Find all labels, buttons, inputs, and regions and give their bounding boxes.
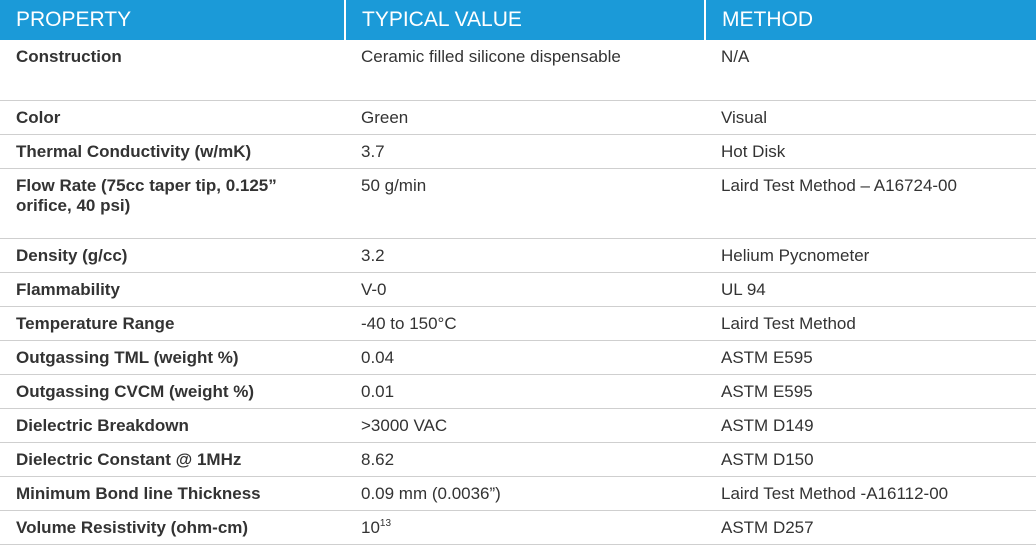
property-cell: Outgassing CVCM (weight %) [0, 374, 345, 409]
property-cell: Flow Rate (75cc taper tip, 0.125” orific… [0, 168, 345, 239]
table-row: Volume Resistivity (ohm-cm) 1013 ASTM D257 [0, 510, 1036, 545]
value-cell: Ceramic filled silicone dispensable [345, 40, 705, 101]
table-header: PROPERTY TYPICAL VALUE METHOD [0, 0, 1036, 40]
header-row: PROPERTY TYPICAL VALUE METHOD [0, 0, 1036, 40]
method-cell: UL 94 [705, 272, 1036, 307]
property-cell: Flammability [0, 272, 345, 307]
value-cell: 3.7 [345, 134, 705, 169]
header-cell: METHOD [704, 0, 1036, 40]
method-cell: Hot Disk [705, 134, 1036, 169]
property-cell: Color [0, 100, 345, 135]
table-row: Dielectric Breakdown >3000 VAC ASTM D149 [0, 408, 1036, 443]
method-cell: ASTM E595 [705, 340, 1036, 375]
value-cell: 50 g/min [345, 168, 705, 239]
value-cell: 0.09 mm (0.0036”) [345, 476, 705, 511]
method-cell: ASTM D149 [705, 408, 1036, 443]
value-cell: Green [345, 100, 705, 135]
table-body: Construction Ceramic filled silicone disp… [0, 40, 1036, 545]
method-cell: Laird Test Method – A16724-00 [705, 168, 1036, 239]
property-cell: Thermal Conductivity (w/mK) [0, 134, 345, 169]
value-cell: 8.62 [345, 442, 705, 477]
value-exponent: 13 [379, 517, 392, 529]
table-row: Outgassing TML (weight %) 0.04 ASTM E595 [0, 340, 1036, 375]
property-cell: Dielectric Breakdown [0, 408, 345, 443]
method-cell: ASTM D150 [705, 442, 1036, 477]
method-cell: N/A [705, 40, 1036, 101]
property-cell: Minimum Bond line Thickness [0, 476, 345, 511]
value-cell: >3000 VAC [345, 408, 705, 443]
value-cell: 0.04 [345, 340, 705, 375]
property-cell: Temperature Range [0, 306, 345, 341]
table-row: Outgassing CVCM (weight %) 0.01 ASTM E595 [0, 374, 1036, 409]
property-cell: Outgassing TML (weight %) [0, 340, 345, 375]
table-row: Thermal Conductivity (w/mK) 3.7 Hot Disk [0, 134, 1036, 169]
table-row: Minimum Bond line Thickness 0.09 mm (0.00… [0, 476, 1036, 511]
value-cell: -40 to 150°C [345, 306, 705, 341]
table-row: Flow Rate (75cc taper tip, 0.125” orific… [0, 168, 1036, 239]
property-cell: Volume Resistivity (ohm-cm) [0, 510, 345, 545]
method-cell: ASTM D257 [705, 510, 1036, 545]
method-cell: Visual [705, 100, 1036, 135]
value-cell: 0.01 [345, 374, 705, 409]
method-cell: Helium Pycnometer [705, 238, 1036, 273]
method-cell: Laird Test Method -A16112-00 [705, 476, 1036, 511]
header-cell: TYPICAL VALUE [344, 0, 705, 40]
property-cell: Dielectric Constant @ 1MHz [0, 442, 345, 477]
value-cell: V-0 [345, 272, 705, 307]
table-row: Construction Ceramic filled silicone disp… [0, 40, 1036, 101]
method-cell: Laird Test Method [705, 306, 1036, 341]
property-cell: Construction [0, 40, 345, 101]
value-base: 10 [361, 517, 380, 537]
table-row: Density (g/cc) 3.2 Helium Pycnometer [0, 238, 1036, 273]
table-row: Temperature Range -40 to 150°C Laird Test … [0, 306, 1036, 341]
table-row: Color Green Visual [0, 100, 1036, 135]
method-cell: ASTM E595 [705, 374, 1036, 409]
table-row: Flammability V-0 UL 94 [0, 272, 1036, 307]
header-cell: PROPERTY [0, 0, 345, 40]
value-cell: 1013 [345, 510, 705, 545]
table-row: Dielectric Constant @ 1MHz 8.62 ASTM D150 [0, 442, 1036, 477]
property-cell: Density (g/cc) [0, 238, 345, 273]
value-cell: 3.2 [345, 238, 705, 273]
